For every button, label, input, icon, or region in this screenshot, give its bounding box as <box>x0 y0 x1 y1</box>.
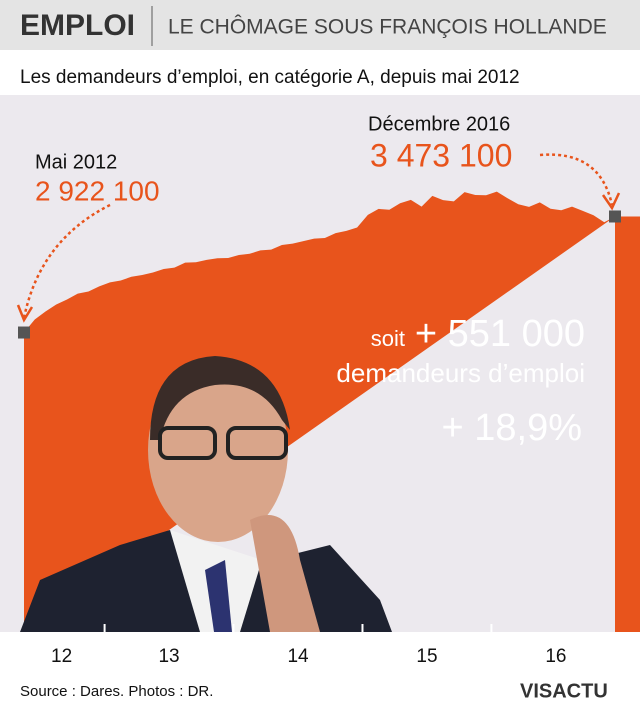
x-tick-label: 13 <box>158 646 179 667</box>
tie <box>205 560 232 632</box>
x-tick-label: 12 <box>51 646 72 667</box>
start-value: 2 922 100 <box>35 175 160 206</box>
hand <box>250 515 320 632</box>
x-axis: 12 13 14 15 16 <box>51 624 566 667</box>
point-marker <box>609 210 621 223</box>
glasses <box>226 426 288 460</box>
x-tick-label: 16 <box>545 646 566 667</box>
point-marker <box>18 326 30 339</box>
end-value: 3 473 100 <box>370 137 512 173</box>
arrow-head <box>16 304 34 323</box>
header-title: LE CHÔMAGE SOUS FRANÇOIS HOLLANDE <box>168 16 607 39</box>
glasses <box>158 426 217 460</box>
arrow <box>539 153 614 206</box>
photo <box>20 356 392 632</box>
logo: VISACTU <box>520 680 608 702</box>
x-tick-label: 15 <box>416 646 437 667</box>
hair <box>150 356 290 440</box>
end-label: Décembre 2016 <box>368 113 510 135</box>
source: Source : Dares. Photos : DR. <box>20 683 213 700</box>
start-label: Mai 2012 <box>35 151 117 173</box>
face <box>148 358 288 542</box>
x-tick-label: 14 <box>287 646 309 667</box>
header-bar <box>0 0 640 50</box>
annotation-percent: + 18,9% <box>442 407 583 449</box>
section-label: EMPLOI <box>20 9 135 42</box>
chart-subtitle: Les demandeurs d’emploi, en catégorie A,… <box>20 67 520 88</box>
annotation-change: + 551 000 <box>415 313 585 355</box>
arrow <box>22 203 111 319</box>
annotation: soit <box>371 326 405 351</box>
annotation: demandeurs d’emploi <box>336 358 585 388</box>
arrow-head <box>601 192 621 211</box>
